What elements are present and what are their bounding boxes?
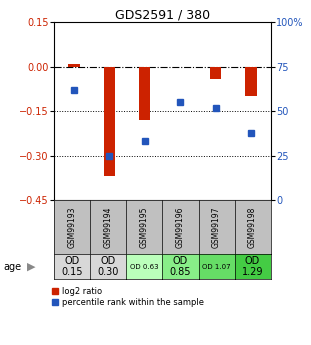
Text: GSM99198: GSM99198 [248, 206, 257, 247]
Text: GSM99195: GSM99195 [140, 206, 149, 248]
Text: ▶: ▶ [27, 262, 35, 272]
Legend: log2 ratio, percentile rank within the sample: log2 ratio, percentile rank within the s… [52, 287, 203, 307]
Bar [139, 67, 151, 120]
Text: OD
1.29: OD 1.29 [242, 256, 263, 277]
Bar [68, 64, 80, 67]
Bar [245, 67, 257, 97]
Text: OD 0.63: OD 0.63 [130, 264, 159, 269]
Text: GSM99194: GSM99194 [104, 206, 113, 248]
Title: GDS2591 / 380: GDS2591 / 380 [115, 8, 210, 21]
Text: GSM99196: GSM99196 [176, 206, 185, 248]
Text: OD 1.07: OD 1.07 [202, 264, 231, 269]
Text: age: age [3, 262, 21, 272]
Text: OD
0.15: OD 0.15 [62, 256, 83, 277]
Text: OD
0.30: OD 0.30 [98, 256, 119, 277]
Text: GSM99193: GSM99193 [68, 206, 77, 248]
Text: OD
0.85: OD 0.85 [170, 256, 191, 277]
Bar [104, 67, 115, 176]
Text: GSM99197: GSM99197 [212, 206, 221, 248]
Bar [210, 67, 221, 79]
